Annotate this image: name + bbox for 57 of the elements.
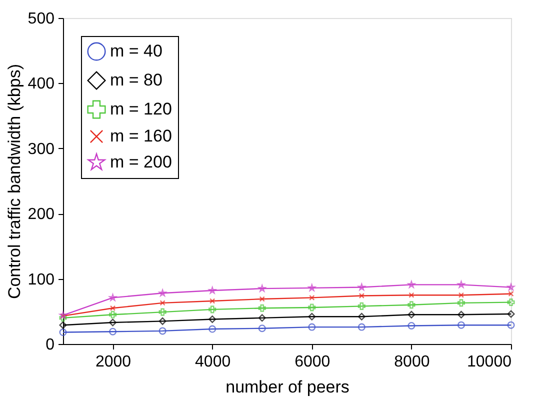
x-tick-label: 2000 (95, 354, 132, 370)
point (457, 310, 465, 318)
point (507, 310, 515, 318)
point (408, 322, 416, 330)
y-axis-title: Control traffic bandwidth (kbps) (4, 64, 24, 299)
point (109, 294, 116, 301)
point (358, 292, 364, 299)
point (158, 308, 166, 316)
point (308, 312, 316, 320)
point (507, 298, 515, 306)
y-tick-label: 200 (28, 206, 55, 224)
point (160, 300, 166, 306)
legend-label: m = 120 (110, 100, 172, 118)
legend-label: m = 80 (110, 70, 162, 90)
legend-label: m = 200 (110, 152, 172, 172)
point (259, 296, 265, 302)
x-tick-label: 8000 (394, 354, 430, 370)
x-tick-label: 4000 (195, 354, 231, 370)
point (258, 324, 266, 332)
legend-label: m = 160 (110, 126, 172, 146)
y-tick-label: 0 (46, 336, 55, 354)
point (358, 323, 366, 331)
x-tick-label: 10000 (467, 354, 512, 370)
point (458, 280, 465, 288)
point (208, 325, 216, 333)
point (258, 314, 266, 322)
point (358, 312, 366, 320)
legend-label: m = 40 (110, 42, 162, 60)
point (458, 292, 464, 298)
point (208, 306, 216, 314)
point (158, 317, 166, 325)
y-tick-label: 300 (28, 140, 55, 158)
point (258, 304, 266, 312)
point (210, 298, 216, 304)
point (308, 304, 316, 312)
point (109, 310, 117, 318)
point (308, 323, 316, 331)
y-tick-label: 100 (28, 271, 55, 288)
y-tick-label: 500 (28, 10, 55, 28)
x-tick-label: 6000 (294, 354, 330, 370)
point (358, 302, 366, 310)
point (408, 310, 416, 318)
point (457, 299, 465, 307)
y-tick-label: 400 (28, 76, 55, 93)
point (408, 280, 416, 288)
point (109, 328, 117, 336)
point (309, 294, 315, 301)
point (208, 315, 216, 323)
point (408, 301, 416, 309)
point (158, 327, 166, 335)
x-axis-title: number of peers (226, 378, 350, 396)
point (457, 321, 465, 329)
point (109, 318, 117, 326)
point (59, 321, 67, 329)
point (110, 305, 116, 311)
point (408, 292, 414, 298)
point (158, 289, 166, 296)
